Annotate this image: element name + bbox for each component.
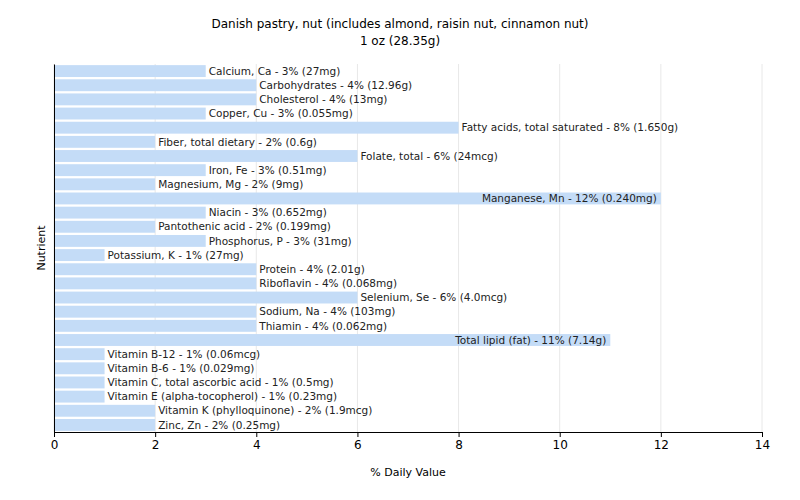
- bar: [54, 320, 256, 332]
- x-tick-mark: [256, 432, 257, 437]
- bars: [54, 65, 661, 431]
- x-tick: 0: [51, 432, 59, 452]
- bar-label: Cholesterol - 4% (13mg): [259, 93, 387, 105]
- grid-line: [559, 64, 560, 432]
- bar-label: Vitamin B-12 - 1% (0.06mcg): [108, 348, 261, 360]
- bar: [54, 377, 105, 389]
- x-tick-label: 6: [354, 438, 362, 452]
- bar: [54, 306, 256, 318]
- bar-label: Vitamin E (alpha-tocopherol) - 1% (0.23m…: [108, 390, 337, 402]
- x-tick-mark: [459, 432, 460, 437]
- x-tick-mark: [54, 432, 55, 437]
- bar-label: Calcium, Ca - 3% (27mg): [209, 65, 341, 77]
- bar: [54, 292, 357, 304]
- bar: [54, 348, 105, 360]
- bar-label: Folate, total - 6% (24mcg): [360, 150, 497, 162]
- bar-label: Sodium, Na - 4% (103mg): [259, 305, 395, 317]
- bar-label: Vitamin K (phylloquinone) - 2% (1.9mcg): [158, 404, 372, 416]
- x-tick-label: 12: [654, 438, 669, 452]
- bar: [54, 362, 105, 374]
- x-tick-label: 4: [253, 438, 261, 452]
- bar: [54, 193, 661, 205]
- bar-label: Vitamin C, total ascorbic acid - 1% (0.5…: [108, 376, 334, 388]
- x-tick-mark: [357, 432, 358, 437]
- bar: [54, 419, 155, 431]
- bar: [54, 263, 256, 275]
- x-tick: 6: [354, 432, 362, 452]
- bar: [54, 164, 206, 176]
- bar-label: Vitamin B-6 - 1% (0.029mg): [108, 362, 255, 374]
- grid: [54, 64, 762, 432]
- chart: Danish pastry, nut (includes almond, rai…: [0, 0, 800, 500]
- bar: [54, 178, 155, 190]
- bar-label: Thiamin - 4% (0.062mg): [258, 320, 387, 332]
- grid-line: [458, 64, 459, 432]
- bar-label: Niacin - 3% (0.652mg): [209, 206, 327, 218]
- bar: [54, 150, 357, 162]
- x-tick-mark: [661, 432, 662, 437]
- bar-label: Copper, Cu - 3% (0.055mg): [209, 107, 353, 119]
- x-axis: 0 2 4 6 8 10 12 14: [51, 432, 770, 452]
- x-tick: 4: [253, 432, 261, 452]
- bar-label: Total lipid (fat) - 11% (7.14g): [454, 334, 606, 346]
- x-axis-title: % Daily Value: [370, 466, 446, 479]
- bar: [54, 136, 155, 148]
- bar: [54, 334, 610, 346]
- bar-label: Iron, Fe - 3% (0.51mg): [209, 164, 327, 176]
- y-axis-line: [54, 65, 55, 433]
- bar-label: Protein - 4% (2.01g): [259, 263, 365, 275]
- bar-label: Pantothenic acid - 2% (0.199mg): [158, 220, 331, 232]
- x-tick: 10: [553, 432, 568, 452]
- bar: [54, 235, 206, 247]
- bar: [54, 108, 206, 120]
- bar-label: Selenium, Se - 6% (4.0mcg): [360, 291, 507, 303]
- bar-label: Manganese, Mn - 12% (0.240mg): [482, 192, 657, 204]
- x-tick: 12: [654, 432, 669, 452]
- bar-label: Zinc, Zn - 2% (0.25mg): [158, 419, 280, 431]
- bar: [54, 221, 155, 233]
- bar: [54, 277, 256, 289]
- bar-label: Potassium, K - 1% (27mg): [108, 249, 244, 261]
- x-tick-mark: [155, 432, 156, 437]
- grid-line: [54, 64, 55, 432]
- x-tick-label: 2: [152, 438, 160, 452]
- bar: [54, 93, 256, 105]
- bar: [54, 405, 155, 417]
- bar-label: Magnesium, Mg - 2% (9mg): [158, 178, 303, 190]
- y-axis: [54, 65, 55, 433]
- subtitle: 1 oz (28.35g): [360, 34, 440, 48]
- x-axis-line: [55, 433, 763, 438]
- x-tick-label: 8: [455, 438, 463, 452]
- bar: [54, 207, 206, 219]
- x-tick-mark: [762, 432, 763, 437]
- x-tick: 14: [755, 432, 770, 452]
- grid-line: [357, 64, 358, 432]
- x-tick-label: 10: [553, 438, 568, 452]
- bar-label: Carbohydrates - 4% (12.96g): [259, 79, 412, 91]
- x-tick-label: 14: [755, 438, 770, 452]
- bar: [54, 79, 256, 91]
- x-tick-mark: [560, 432, 561, 437]
- bar-label: Riboflavin - 4% (0.068mg): [259, 277, 397, 289]
- bar-label: Fatty acids, total saturated - 8% (1.650…: [462, 121, 679, 133]
- bar: [54, 391, 105, 403]
- bar: [54, 249, 105, 261]
- y-axis-title: Nutrient: [35, 225, 48, 271]
- grid-line: [660, 64, 661, 432]
- bar-label: Phosphorus, P - 3% (31mg): [209, 235, 352, 247]
- title: Danish pastry, nut (includes almond, rai…: [211, 17, 588, 31]
- bar-labels: Calcium, Ca - 3% (27mg) Carbohydrates - 4…: [108, 65, 679, 431]
- bar: [54, 65, 206, 77]
- bar-label: Fiber, total dietary - 2% (0.6g): [158, 136, 317, 148]
- x-tick: 8: [455, 432, 463, 452]
- grid-line: [762, 64, 763, 432]
- x-tick: 2: [152, 432, 160, 452]
- x-tick-label: 0: [51, 438, 59, 452]
- bar: [54, 122, 459, 134]
